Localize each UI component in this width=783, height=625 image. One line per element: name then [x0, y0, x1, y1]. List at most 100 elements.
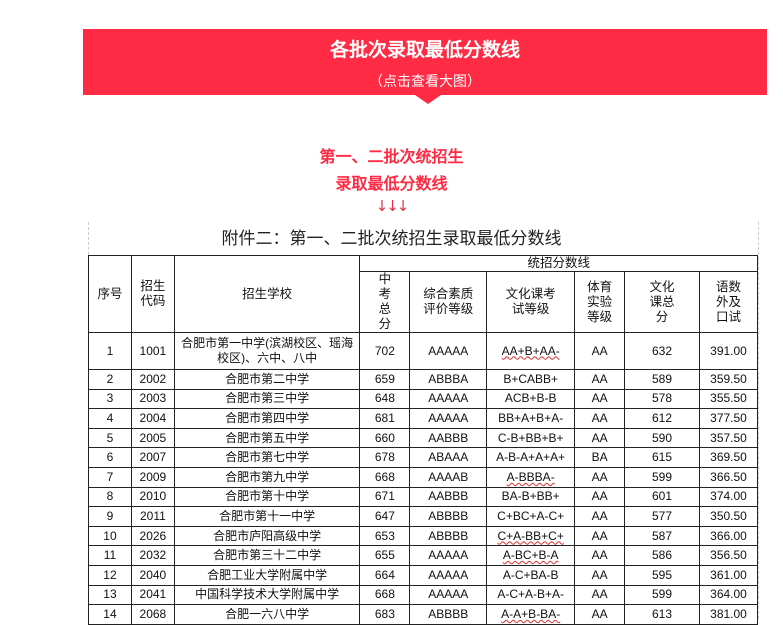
banner-link[interactable]: 各批次录取最低分数线 （点击查看大图）: [83, 29, 767, 95]
table-cell: 671: [359, 486, 411, 508]
cell-text: 9: [106, 508, 114, 523]
cell-text: AA: [591, 430, 608, 445]
table-cell: 合肥市第二中学: [173, 369, 361, 390]
table-cell: 359.50: [698, 369, 759, 390]
header-col: 文化课考试等级: [486, 271, 576, 333]
cell-text: 中国科学技术大学附属中学: [195, 587, 340, 602]
table-cell: 2032: [130, 545, 175, 566]
document-title: 附件二：第一、二批次统招生录取最低分数线: [221, 229, 562, 249]
cell-text: 合肥市第三中学: [225, 391, 310, 406]
cell-text: 合肥市第九中学: [225, 469, 310, 484]
table-cell: 655: [359, 545, 411, 566]
table-row: 9 2011 合肥市第十一中学 647 ABBBB C+BC+A-C+ AA 577 350.5…: [88, 506, 759, 527]
table-cell: 合肥市第一中学(滨湖校区、瑶海校区)、六中、八中: [173, 332, 361, 370]
table-cell: 355.50: [698, 388, 759, 410]
table-cell: 587: [624, 525, 700, 547]
table-cell: 12: [88, 564, 132, 586]
cell-text: 1: [106, 343, 114, 358]
cell-text: ABBBB: [428, 606, 469, 621]
table-cell: 381.00: [698, 604, 759, 625]
cell-text: 683: [374, 606, 395, 621]
table-cell: AAAAA: [409, 584, 488, 606]
table-cell: AAAAA: [409, 408, 488, 429]
table-cell: 3: [88, 388, 132, 410]
table-cell: 合肥市第三十二中学: [173, 545, 361, 566]
cell-text: 合肥市第十一中学: [219, 508, 316, 523]
table-cell: 2009: [130, 466, 175, 488]
table-cell: 612: [624, 408, 700, 429]
cell-text: 595: [652, 567, 673, 582]
table-cell: 366.00: [698, 525, 759, 547]
table-cell: 590: [624, 427, 700, 449]
table-cell: 2011: [130, 506, 175, 527]
cell-text: 350.50: [710, 508, 747, 523]
cell-text: 660: [374, 430, 395, 445]
table-cell: 350.50: [698, 506, 759, 527]
cell-text: AAAAA: [428, 587, 469, 602]
cell-text: 2041: [139, 587, 167, 602]
table-row: 8 2010 合肥市第十中学 671 AABBB BA-B+BB+ AA 601 374.00: [88, 486, 759, 508]
cell-text: 587: [652, 528, 673, 543]
cell-text: 合肥一六八中学: [225, 606, 310, 621]
table-cell: 668: [359, 466, 411, 488]
table-cell: B+CABB+: [486, 369, 576, 390]
cell-text: AAAAA: [428, 343, 469, 358]
subtitle-line2: 录取最低分数线: [335, 174, 448, 193]
table-cell: 613: [624, 604, 700, 625]
table-cell: ACB+B-B: [486, 388, 576, 410]
table-cell: 632: [624, 332, 700, 370]
cell-text: 578: [652, 391, 673, 406]
cell-text: 369.50: [710, 450, 747, 465]
cell-text: AA: [591, 410, 608, 425]
score-table: 序号 招生代码 招生学校 统招分数线 中考总分 综合素质评价等级 文化课考试等级…: [88, 255, 759, 625]
cell-text: 381.00: [710, 606, 747, 621]
header-col: 中考总分: [359, 271, 411, 333]
table-cell: 578: [624, 388, 700, 410]
cell-text: 2: [106, 371, 114, 386]
cell-text: ABBBB: [428, 528, 469, 543]
table-cell: 377.50: [698, 408, 759, 429]
table-cell: 660: [359, 427, 411, 449]
cell-text: 2003: [139, 391, 167, 406]
cell-text: B+CABB+: [503, 371, 559, 386]
table-cell: 2068: [130, 604, 175, 625]
table-cell: ABAAA: [409, 447, 488, 468]
subtitle-line1: 第一、二批次统招生: [319, 147, 464, 166]
header-col: 综合素质评价等级: [409, 271, 488, 333]
cell-text: 合肥市第七中学: [225, 450, 310, 465]
cell-text: AABBB: [428, 489, 469, 504]
table-cell: 577: [624, 506, 700, 527]
view-large-image-link[interactable]: （点击查看大图）: [369, 74, 481, 90]
table-cell: 681: [359, 408, 411, 429]
table-cell: 合肥市第七中学: [173, 447, 361, 468]
cell-text: AA: [591, 371, 608, 386]
table-cell: A-B-A+A+A+: [486, 447, 576, 468]
table-cell: 合肥市庐阳高级中学: [173, 525, 361, 547]
cell-text: 8: [106, 489, 114, 504]
cell-text: 671: [374, 489, 395, 504]
table-cell: 1001: [130, 332, 175, 370]
cell-text: 2011: [139, 508, 166, 523]
table-cell: ABBBB: [409, 525, 488, 547]
cell-text: AA: [591, 567, 608, 582]
cell-text: AA: [591, 391, 608, 406]
cell-text: 632: [652, 343, 673, 358]
cell-text: A-BC+B-A: [502, 548, 559, 563]
table-cell: AA: [574, 604, 626, 625]
cell-text: 3: [106, 391, 114, 406]
cell-text: C+A-BB+C+: [497, 528, 564, 543]
cell-text: 356.50: [710, 548, 747, 563]
table-cell: 合肥工业大学附属中学: [173, 564, 361, 586]
cell-text: 366.00: [710, 528, 747, 543]
table-cell: ABBBB: [409, 506, 488, 527]
cell-text: A-C+BA-B: [502, 567, 559, 582]
cell-text: 2002: [139, 371, 167, 386]
cell-text: 合肥市庐阳高级中学: [213, 528, 322, 543]
cell-text: 377.50: [710, 410, 747, 425]
cell-text: 4: [106, 410, 114, 425]
cell-text: 577: [652, 508, 673, 523]
table-cell: AABBB: [409, 486, 488, 508]
table-cell: 2: [88, 369, 132, 390]
cell-text: AA: [591, 587, 608, 602]
table-cell: 合肥市第十中学: [173, 486, 361, 508]
